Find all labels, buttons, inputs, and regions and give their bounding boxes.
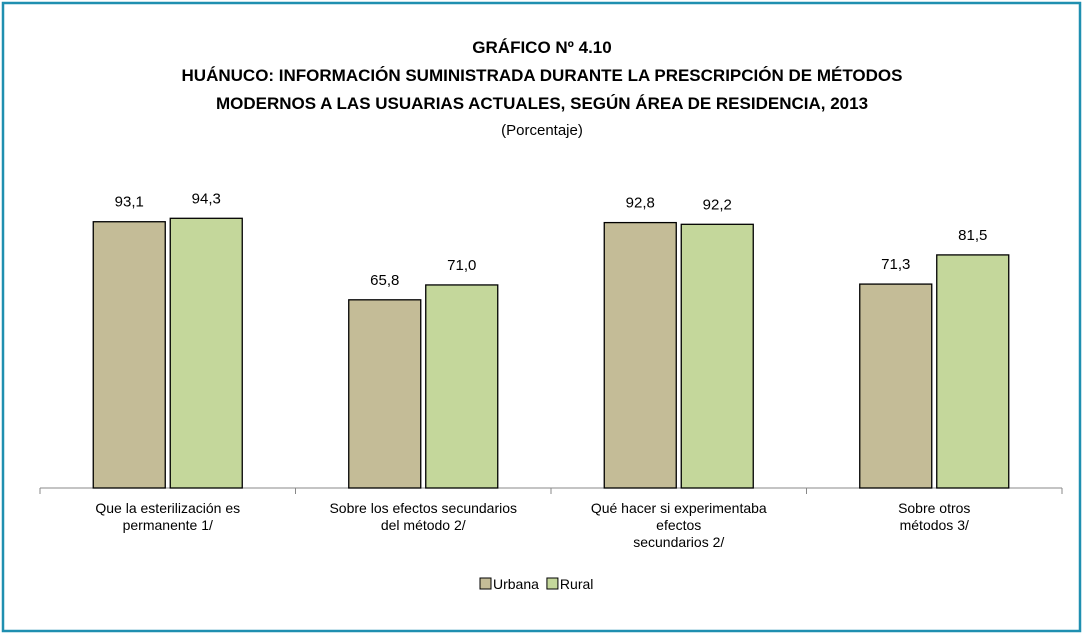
value-label: 92,2 [703, 196, 732, 213]
bar [936, 254, 1010, 489]
value-label: 93,1 [115, 194, 144, 211]
value-label: 94,3 [192, 190, 221, 207]
chart-title: GRÁFICO Nº 4.10 [472, 38, 612, 57]
chart-subtitle: HUÁNUCO: INFORMACIÓN SUMINISTRADA DURANT… [181, 66, 903, 113]
legend-label: Rural [560, 576, 593, 592]
value-label: 71,0 [447, 257, 476, 274]
value-label: 92,8 [626, 195, 655, 212]
x-tick-label: Sobre los efectos secundarios del método… [329, 500, 518, 533]
value-label: 81,5 [958, 227, 987, 244]
x-tick-label: Que la esterilización es permanente 1/ [95, 500, 241, 533]
bar [603, 221, 677, 489]
bar [680, 223, 754, 489]
bar [859, 283, 933, 489]
bar [425, 284, 499, 489]
bar [92, 221, 166, 489]
bar [169, 217, 243, 489]
x-tick-label: Qué hacer si experimentaba efectos secun… [590, 500, 767, 550]
bar [348, 299, 422, 489]
value-label: 71,3 [881, 256, 910, 273]
x-tick-label: Sobre otros métodos 3/ [898, 500, 971, 533]
legend-swatch [546, 577, 559, 590]
legend-label: Urbana [493, 576, 539, 592]
value-label: 65,8 [370, 272, 399, 289]
unit-label: (Porcentaje) [501, 122, 583, 139]
legend-swatch [479, 577, 492, 590]
